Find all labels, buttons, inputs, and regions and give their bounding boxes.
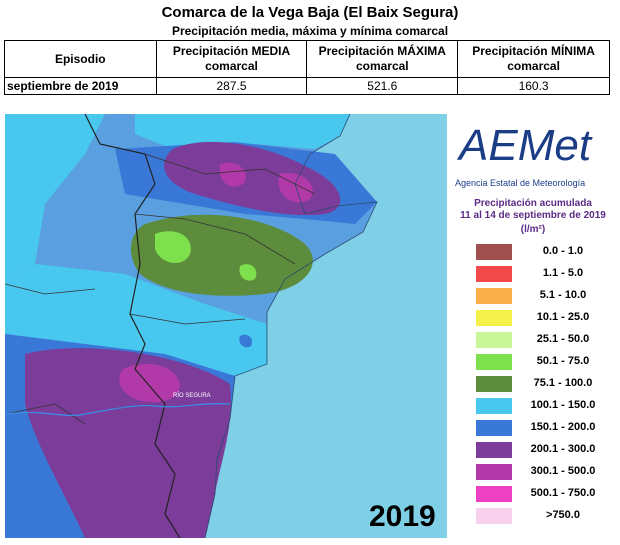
legend-item: 25.1 - 50.0 [476, 332, 616, 348]
coastline [204, 114, 378, 538]
legend-label: 500.1 - 750.0 [530, 487, 596, 499]
map-graphic: RÍO SEGURA [5, 114, 378, 538]
page-subtitle: Precipitación media, máxima y mínima com… [171, 24, 449, 38]
legend-unit: (l/m²) [520, 224, 546, 235]
legend-swatch [476, 288, 512, 304]
zone-magenta-south [119, 364, 180, 403]
legend-label: 50.1 - 75.0 [536, 355, 590, 367]
zone-lightgreen [155, 231, 191, 264]
zone-purple-south [25, 348, 232, 538]
svg-text:AEMet: AEMet [456, 121, 593, 170]
legend-item: 300.1 - 500.0 [476, 464, 616, 480]
legend-swatch [476, 508, 512, 524]
legend-item: 10.1 - 25.0 [476, 310, 616, 326]
legend-swatch [476, 244, 512, 260]
legend-item: 100.1 - 150.0 [476, 398, 616, 414]
legend-title-line2: 11 al 14 de septiembre de 2019 [460, 210, 606, 221]
comarca-border [129, 153, 316, 325]
cell-episode: septiembre de 2019 [4, 77, 157, 95]
province-border [84, 114, 181, 538]
zone-lightgreen-2 [239, 264, 257, 281]
legend-label: 75.1 - 100.0 [533, 377, 593, 389]
cell-mean: 287.5 [155, 77, 308, 95]
comarca-border-2 [5, 283, 96, 425]
legend-swatch [476, 464, 512, 480]
aemet-logo: AEMet [456, 121, 593, 170]
legend-title-line1: Precipitación acumulada [474, 198, 592, 209]
legend-label: 1.1 - 5.0 [542, 267, 584, 279]
table-header-row: Episodio Precipitación MEDIA comarcal Pr… [4, 40, 610, 78]
table-row: septiembre de 2019 287.5 521.6 160.3 [4, 77, 610, 95]
zone-blue-spot [239, 334, 253, 348]
zone-cyan-mid [5, 264, 267, 376]
legend-swatch [476, 376, 512, 392]
legend-label: 10.1 - 25.0 [536, 311, 590, 323]
cell-min: 160.3 [457, 77, 610, 95]
col-header-min: Precipitación MÍNIMA comarcal [457, 40, 610, 78]
legend-item: 200.1 - 300.0 [476, 442, 616, 458]
river-segura [5, 403, 231, 417]
legend-swatch [476, 354, 512, 370]
precipitation-map: RÍO SEGURA 2019 [5, 114, 447, 538]
legend-label: 150.1 - 200.0 [530, 421, 596, 433]
legend-label: >750.0 [546, 509, 580, 521]
col-header-max: Precipitación MÁXIMA comarcal [306, 40, 459, 78]
legend-label: 5.1 - 10.0 [539, 289, 587, 301]
legend-item: 500.1 - 750.0 [476, 486, 616, 502]
cell-max: 521.6 [306, 77, 459, 95]
legend-swatch [476, 486, 512, 502]
legend-label: 300.1 - 500.0 [530, 465, 596, 477]
legend-label: 0.0 - 1.0 [542, 245, 584, 257]
year-label: 2019 [369, 500, 436, 533]
river-label: RÍO SEGURA [173, 392, 211, 399]
legend-swatch [476, 332, 512, 348]
zone-magenta-north-1 [219, 162, 246, 187]
legend-label: 25.1 - 50.0 [536, 333, 590, 345]
page-title: Comarca de la Vega Baja (El Baix Segura) [161, 4, 459, 21]
legend-swatch [476, 398, 512, 414]
legend-label: 200.1 - 300.0 [530, 443, 596, 455]
legend-title: Precipitación acumulada 11 al 14 de sept… [449, 198, 617, 222]
legend-swatch [476, 310, 512, 326]
legend-item: 1.1 - 5.0 [476, 266, 616, 282]
stats-table: Episodio Precipitación MEDIA comarcal Pr… [4, 40, 610, 95]
legend-swatch [476, 442, 512, 458]
legend-item: >750.0 [476, 508, 616, 524]
legend-swatch [476, 420, 512, 436]
legend-item: 50.1 - 75.0 [476, 354, 616, 370]
agency-name: Agencia Estatal de Meteorología [455, 178, 586, 188]
legend-item: 150.1 - 200.0 [476, 420, 616, 436]
zone-cyan [5, 114, 105, 284]
legend-panel: AEMet Agencia Estatal de Meteorología Pr… [449, 114, 617, 538]
legend-swatch [476, 266, 512, 282]
col-header-mean: Precipitación MEDIA comarcal [155, 40, 308, 78]
legend-label: 100.1 - 150.0 [530, 399, 596, 411]
legend-item: 75.1 - 100.0 [476, 376, 616, 392]
col-header-episode: Episodio [4, 40, 157, 78]
legend-item: 5.1 - 10.0 [476, 288, 616, 304]
legend-item: 0.0 - 1.0 [476, 244, 616, 260]
